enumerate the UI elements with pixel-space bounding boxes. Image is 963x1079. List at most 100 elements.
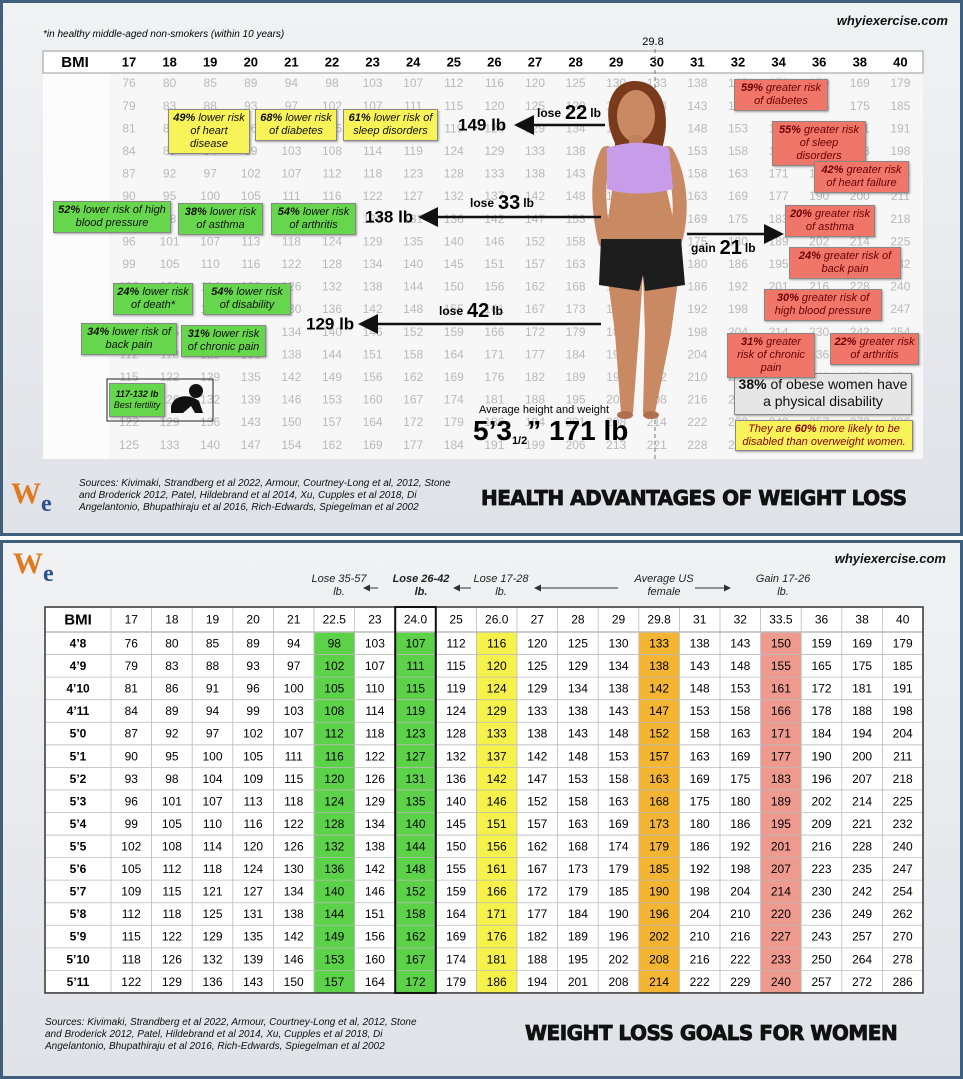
faded-weight: 198	[890, 144, 910, 158]
shorts	[599, 239, 685, 291]
faded-weight: 169	[363, 438, 383, 452]
weight-cell: 144	[405, 839, 425, 853]
weight-cell: 202	[608, 952, 628, 966]
weight-cell: 254	[893, 885, 913, 899]
weight-cell: 229	[730, 975, 750, 989]
top-garment	[607, 142, 673, 194]
box-pct: 24%	[798, 250, 821, 262]
baby-body	[171, 396, 203, 413]
weight-cell: 128	[324, 817, 344, 831]
faded-weight: 142	[281, 370, 301, 384]
weight-cell: 186	[690, 839, 710, 853]
weight-cell: 198	[893, 704, 913, 718]
weight-cell: 137	[487, 749, 507, 763]
weight-cell: 108	[324, 704, 344, 718]
foot	[643, 411, 659, 419]
weight-cell: 153	[730, 682, 750, 696]
box-text: lower risk of back pain	[105, 326, 171, 351]
box-text: greater risk of sleep disorders	[796, 124, 860, 162]
faded-weight: 129	[484, 144, 504, 158]
faded-weight: 194	[525, 415, 545, 429]
table-graphic: BMI 17 18 19 20 21 22.5 23 24.0 25 26.0 27 28 29 29.8 3…	[44, 584, 924, 994]
box-pct: 54%	[277, 206, 300, 218]
obese-pct: 38%	[738, 376, 767, 392]
bmi-column: 20	[244, 54, 258, 69]
faded-weight: 176	[484, 370, 504, 384]
weight-cell: 175	[730, 772, 750, 786]
weight-cell: 195	[771, 817, 791, 831]
weight-cell: 179	[568, 885, 588, 899]
weight-cell: 118	[284, 794, 303, 808]
weight-cell: 119	[406, 704, 425, 718]
weight-cell: 97	[206, 727, 220, 741]
faded-weight: 164	[444, 347, 464, 361]
weight-cell: 114	[365, 704, 384, 718]
weight-cell: 124	[487, 682, 507, 696]
annotation: Lose 35-57 lb.	[311, 573, 367, 598]
weight-cell: 201	[771, 839, 791, 853]
average-height: 5’3	[473, 415, 512, 446]
change-unit: lb	[523, 196, 534, 210]
weight-cell: 214	[852, 794, 872, 808]
target-weight: 149 lb	[458, 115, 506, 134]
height-cell: 4’11	[67, 704, 90, 718]
height-cell: 5’10	[66, 952, 90, 966]
faded-weight: 103	[363, 76, 383, 90]
faded-weight: 151	[363, 347, 383, 361]
weight-cell: 202	[811, 794, 831, 808]
faded-weight: 156	[484, 280, 504, 294]
weight-cell: 152	[405, 885, 425, 899]
weight-cell: 164	[446, 907, 466, 921]
yellow-box: 49% lower risk of heart disease	[168, 109, 250, 154]
weight-cell: 153	[690, 704, 710, 718]
weight-cell: 204	[730, 885, 750, 899]
weight-cell: 158	[730, 704, 750, 718]
weight-cell: 257	[811, 975, 831, 989]
weight-cell: 129	[202, 930, 222, 944]
weight-cell: 162	[527, 839, 547, 853]
faded-weight: 213	[606, 438, 626, 452]
header-cell: 24.0	[404, 613, 428, 627]
faded-weight: 116	[322, 189, 341, 203]
faded-weight: 124	[322, 234, 342, 248]
weight-cell: 105	[162, 817, 182, 831]
weight-cell: 140	[446, 794, 466, 808]
weight-cell: 155	[446, 862, 466, 876]
faded-weight: 116	[241, 257, 260, 271]
top-panel: BMI 17 18 19 20 21 22 23 24 25 26 27 28 29 30 31 32 34 36 3…	[0, 0, 963, 536]
table-border	[44, 606, 924, 994]
faded-weight: 177	[525, 347, 545, 361]
faded-weight: 79	[122, 99, 136, 113]
weight-cell: 242	[852, 885, 872, 899]
red-box: 59% greater risk of diabetes	[734, 79, 828, 111]
weight-cell: 138	[608, 682, 628, 696]
weight-cell: 94	[287, 636, 301, 650]
target-weight: 138 lb	[365, 207, 413, 226]
weight-cell: 122	[365, 749, 385, 763]
change-unit: lb	[492, 304, 503, 318]
weight-cell: 166	[771, 704, 791, 718]
faded-weight: 192	[728, 280, 748, 294]
weight-cell: 227	[771, 930, 791, 944]
height-cell: 5’1	[70, 749, 87, 763]
height-cell: 4’10	[66, 682, 90, 696]
faded-weight: 164	[363, 415, 383, 429]
faded-weight: 123	[403, 167, 423, 181]
weight-cell: 175	[690, 794, 710, 808]
weight-cell: 143	[568, 727, 588, 741]
foot	[617, 411, 633, 419]
weight-cell: 133	[527, 704, 547, 718]
fertility-range: 117-132 lb	[115, 389, 159, 399]
weight-cell: 152	[527, 794, 547, 808]
weight-cell: 152	[649, 727, 669, 741]
faded-weight: 115	[444, 99, 463, 113]
bottom-panel: BMI 17 18 19 20 21 22.5 23 24.0 25 26.0 27 28 29 29.8 3…	[0, 540, 963, 1079]
weight-cell: 90	[125, 749, 139, 763]
faded-weight: 216	[687, 393, 707, 407]
weight-cell: 243	[811, 930, 831, 944]
weight-cell: 115	[406, 682, 425, 696]
weight-cell: 143	[243, 975, 263, 989]
height-cell: 5’6	[70, 862, 87, 876]
weight-cell: 138	[649, 659, 669, 673]
box-text: greater risk of back pain	[821, 250, 892, 275]
